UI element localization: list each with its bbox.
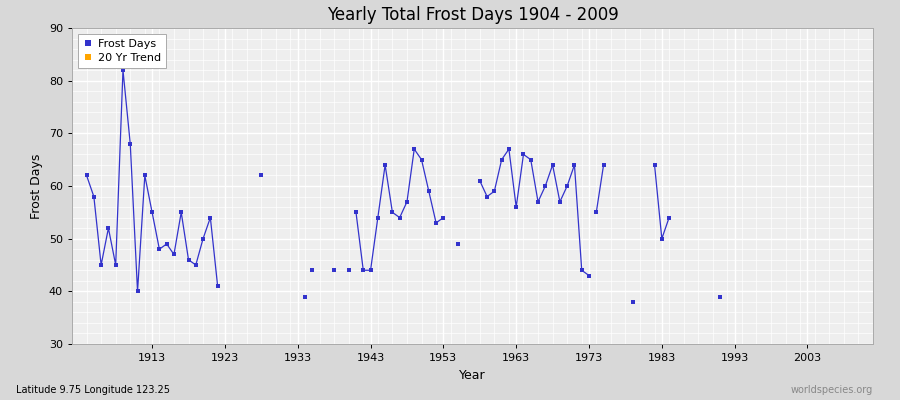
Y-axis label: Frost Days: Frost Days [31, 153, 43, 219]
Frost Days [147, 210, 158, 215]
Frost Days [161, 242, 172, 246]
Line: Frost Days: Frost Days [85, 68, 220, 293]
Frost Days [111, 262, 122, 267]
Frost Days [125, 142, 136, 146]
Frost Days [191, 262, 202, 267]
Frost Days [118, 68, 129, 72]
Frost Days [81, 173, 92, 178]
Title: Yearly Total Frost Days 1904 - 2009: Yearly Total Frost Days 1904 - 2009 [327, 6, 618, 24]
Frost Days [198, 236, 209, 241]
Legend: Frost Days, 20 Yr Trend: Frost Days, 20 Yr Trend [77, 34, 166, 68]
Frost Days [205, 215, 216, 220]
Text: Latitude 9.75 Longitude 123.25: Latitude 9.75 Longitude 123.25 [16, 385, 170, 395]
Frost Days [183, 257, 194, 262]
Frost Days [95, 262, 106, 267]
Frost Days [103, 226, 113, 230]
Frost Days [168, 252, 179, 257]
Frost Days [132, 289, 143, 294]
Frost Days [154, 247, 165, 252]
Frost Days [212, 284, 223, 288]
Frost Days [88, 194, 99, 199]
X-axis label: Year: Year [459, 368, 486, 382]
Frost Days [140, 173, 150, 178]
Text: worldspecies.org: worldspecies.org [791, 385, 873, 395]
Frost Days [176, 210, 186, 215]
